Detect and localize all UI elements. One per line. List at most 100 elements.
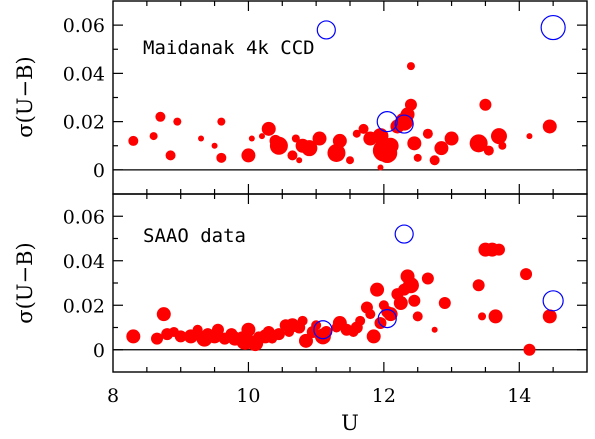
filled-data-point <box>352 129 361 138</box>
filled-data-point <box>434 141 449 156</box>
y-tick-label: 0.06 <box>63 206 105 228</box>
filled-data-point <box>149 132 158 141</box>
filled-data-point <box>298 333 313 348</box>
filled-data-point <box>126 329 141 344</box>
filled-data-point <box>297 315 308 326</box>
open-data-point <box>376 111 398 133</box>
filled-data-point <box>128 135 139 146</box>
filled-data-point <box>383 307 398 322</box>
y-tick-label: 0.02 <box>63 112 105 134</box>
bottom-panel-frame <box>112 193 588 373</box>
x-tick-label: 14 <box>507 385 531 407</box>
filled-data-point <box>248 135 255 142</box>
filled-data-point <box>365 309 376 320</box>
filled-data-point <box>402 277 419 294</box>
filled-data-point <box>151 332 164 345</box>
open-data-point <box>377 309 397 329</box>
filled-data-point <box>520 268 533 281</box>
filled-data-point <box>370 282 385 297</box>
bottom-panel-label: SAAO data <box>143 225 246 247</box>
filled-data-point <box>523 343 536 356</box>
filled-data-point <box>211 323 224 336</box>
y-tick-label: 0.04 <box>63 63 105 85</box>
filled-data-point <box>413 153 422 162</box>
filled-data-point <box>422 128 433 139</box>
open-data-point <box>394 114 414 134</box>
filled-data-point <box>301 140 318 157</box>
filled-data-point <box>393 296 408 311</box>
open-data-point <box>540 14 566 41</box>
bottom-panel-points <box>126 224 564 356</box>
x-tick-label: 8 <box>107 385 119 407</box>
filled-data-point <box>526 133 533 140</box>
filled-data-point <box>258 133 265 140</box>
filled-data-point <box>498 141 507 150</box>
filled-data-point <box>472 279 485 292</box>
filled-data-point <box>542 309 557 324</box>
filled-data-point <box>483 145 494 156</box>
filled-data-point <box>421 272 434 285</box>
filled-data-point <box>211 142 218 149</box>
filled-data-point <box>407 136 422 151</box>
filled-data-point <box>479 98 492 111</box>
top-panel-frame <box>112 0 588 195</box>
filled-data-point <box>216 152 227 163</box>
y-tick-label: 0.02 <box>63 295 105 317</box>
filled-data-point <box>438 297 451 310</box>
filled-data-point <box>374 317 387 330</box>
filled-data-point <box>174 330 187 343</box>
open-data-point <box>542 290 564 312</box>
open-data-point <box>394 224 414 244</box>
top-panel-label: Maidanak 4k CCD <box>143 37 315 59</box>
filled-data-point <box>492 243 505 256</box>
filled-data-point <box>346 156 354 165</box>
filled-data-point <box>366 329 381 344</box>
top-y-axis-title: σ(U−B) <box>13 56 37 137</box>
filled-data-point <box>296 157 303 164</box>
filled-data-point <box>358 123 369 134</box>
top-panel-points <box>128 14 566 171</box>
filled-data-point <box>320 325 333 338</box>
y-tick-label: 0.04 <box>63 251 105 273</box>
filled-data-point <box>377 164 384 171</box>
filled-data-point <box>173 117 182 126</box>
filled-data-point <box>469 134 488 153</box>
filled-data-point <box>272 328 285 341</box>
y-tick-label: 0 <box>93 160 105 182</box>
x-tick-label: 12 <box>372 385 396 407</box>
filled-data-point <box>155 111 166 122</box>
x-axis-title: U <box>341 411 359 435</box>
y-tick-label: 0 <box>93 340 105 362</box>
filled-data-point <box>542 119 557 134</box>
filled-data-point <box>269 136 288 155</box>
filled-data-point <box>165 150 176 161</box>
filled-data-point <box>478 312 487 321</box>
filled-data-point <box>156 307 171 322</box>
filled-data-point <box>412 311 423 322</box>
filled-data-point <box>291 134 300 143</box>
filled-data-point <box>198 135 205 142</box>
open-data-point <box>316 20 336 40</box>
filled-data-point <box>444 131 459 146</box>
filled-data-point <box>490 128 507 145</box>
filled-data-point <box>217 117 226 126</box>
y-tick-label: 0.06 <box>63 15 105 37</box>
filled-data-point <box>327 143 346 162</box>
x-tick-label: 10 <box>236 385 260 407</box>
bottom-y-axis-title: σ(U−B) <box>13 242 37 323</box>
filled-data-point <box>241 148 256 163</box>
filled-data-point <box>355 315 366 326</box>
filled-data-point <box>431 326 438 333</box>
filled-data-point <box>241 322 256 337</box>
filled-data-point <box>404 98 417 111</box>
filled-data-point <box>488 309 503 324</box>
filled-data-point <box>429 155 440 166</box>
filled-data-point <box>382 137 399 154</box>
filled-data-point <box>287 150 298 161</box>
open-data-point <box>313 320 333 340</box>
filled-data-point <box>408 294 421 307</box>
filled-data-point <box>261 121 276 136</box>
axis-ticks <box>113 1 587 372</box>
filled-data-point <box>312 131 327 146</box>
